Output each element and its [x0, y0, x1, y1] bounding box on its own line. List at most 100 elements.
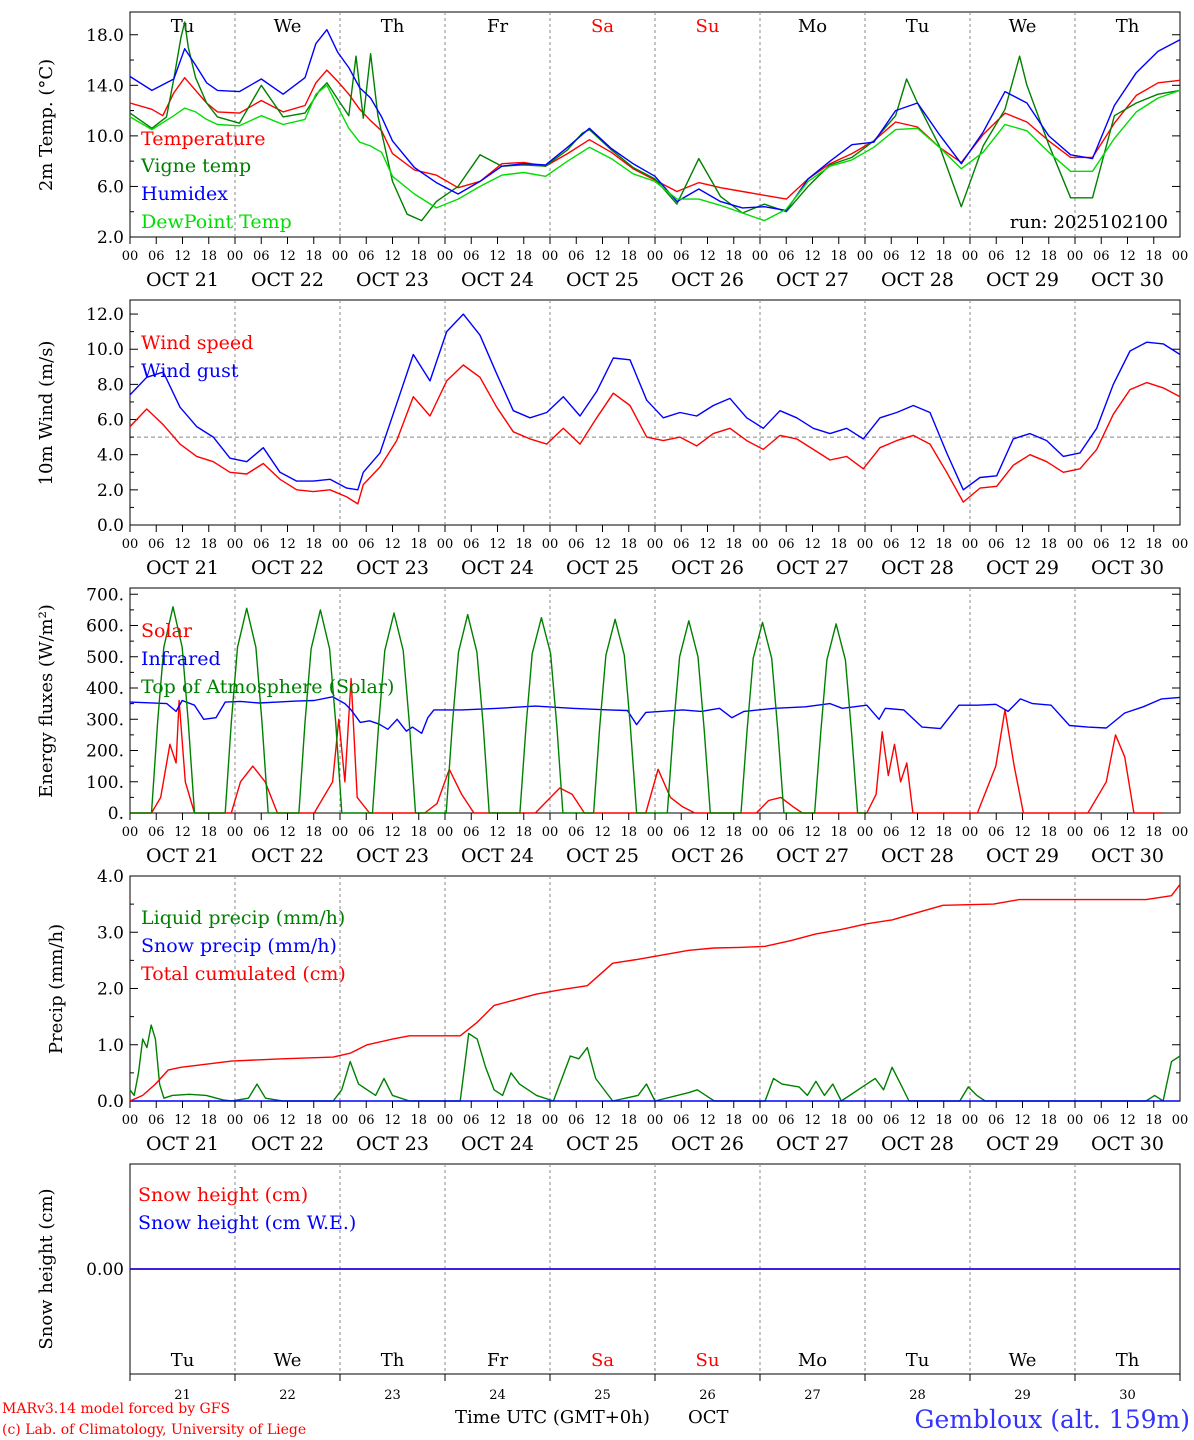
hour-tick-label: 06 — [148, 537, 165, 552]
hour-tick-label: 12 — [384, 537, 401, 552]
hour-tick-label: 00 — [962, 1113, 979, 1128]
legend-snow-height: Snow height (cm) — [138, 1184, 308, 1206]
precip-y-axis-label: Precip (mm/h) — [46, 924, 67, 1054]
hour-tick-label: 18 — [830, 537, 847, 552]
hour-tick-label: 12 — [594, 1113, 611, 1128]
y-tick-label: 12.0 — [86, 305, 124, 325]
hour-tick-label: 06 — [253, 1113, 270, 1128]
hour-tick-label: 18 — [620, 537, 637, 552]
hour-tick-label: 00 — [437, 249, 454, 264]
energy-series — [129, 606, 1181, 814]
temperature-y-ticks: 18.0 14.0 10.0 6.0 2.0 — [86, 26, 1180, 248]
series-line-wind-gust — [129, 313, 1181, 491]
date-label: OCT 22 — [251, 269, 324, 291]
hour-tick-label: 18 — [725, 249, 742, 264]
hour-tick-label: 12 — [384, 1113, 401, 1128]
hour-tick-label: 00 — [647, 249, 664, 264]
hour-tick-label: 12 — [699, 249, 716, 264]
y-tick-label: 100. — [86, 773, 124, 793]
temperature-day-names: Tu We Th Fr Sa Su Mo Tu We Th — [171, 16, 1140, 37]
hour-tick-label: 18 — [200, 825, 217, 840]
bottom-day-numbers: 21 22 23 24 25 26 27 28 29 30 — [129, 1374, 1181, 1403]
hour-tick-label: 12 — [804, 537, 821, 552]
hour-tick-label: 00 — [1067, 1113, 1084, 1128]
y-tick-label: 10.0 — [86, 127, 124, 147]
hour-tick-label: 06 — [148, 825, 165, 840]
hour-tick-label: 12 — [909, 1113, 926, 1128]
hour-tick-label: 00 — [857, 825, 874, 840]
snow-y-ticks: 0.00 — [86, 1260, 1180, 1280]
legend-solar: Solar — [141, 620, 193, 642]
hour-tick-label: 18 — [935, 249, 952, 264]
day-name-label: Fr — [487, 16, 508, 37]
hour-tick-label: 06 — [988, 825, 1005, 840]
series-line-temperature — [129, 69, 1181, 200]
hour-tick-label: 12 — [279, 1113, 296, 1128]
hour-tick-label: 06 — [463, 1113, 480, 1128]
date-label: OCT 29 — [986, 845, 1059, 867]
y-tick-label: 10.0 — [86, 340, 124, 360]
date-label: OCT 22 — [251, 845, 324, 867]
hour-tick-label: 18 — [620, 249, 637, 264]
hour-tick-label: 12 — [699, 825, 716, 840]
hour-tick-label: 12 — [804, 1113, 821, 1128]
day-name-label: Su — [696, 16, 720, 37]
hour-tick-label: 06 — [1093, 537, 1110, 552]
hour-tick-label: 00 — [647, 1113, 664, 1128]
hour-tick-label: 00 — [542, 1113, 559, 1128]
hour-tick-label: 00 — [1067, 825, 1084, 840]
temperature-y-axis-label: 2m Temp. (°C) — [36, 59, 57, 191]
date-label: OCT 27 — [776, 845, 849, 867]
day-name-label: We — [1009, 1350, 1037, 1371]
hour-tick-label: 00 — [227, 825, 244, 840]
day-name-label: Tu — [171, 16, 195, 37]
day-name-label: We — [274, 16, 302, 37]
day-number-label: 22 — [279, 1388, 296, 1403]
temperature-legend: Temperature Vigne temp Humidex DewPoint … — [140, 128, 292, 233]
hour-tick-label: 06 — [673, 1113, 690, 1128]
date-label: OCT 28 — [881, 557, 954, 579]
hour-tick-label: 06 — [358, 1113, 375, 1128]
y-tick-label: 2.0 — [97, 228, 124, 248]
day-name-label: Mo — [798, 1350, 827, 1371]
date-label: OCT 28 — [881, 1133, 954, 1155]
hour-tick-label: 12 — [384, 825, 401, 840]
y-tick-label: 0.0 — [97, 516, 124, 536]
x-axis-title: Time UTC (GMT+0h) — [455, 1407, 650, 1428]
date-label: OCT 26 — [671, 269, 744, 291]
hour-tick-label: 12 — [384, 249, 401, 264]
hour-tick-label: 18 — [725, 1113, 742, 1128]
hour-tick-label: 00 — [752, 537, 769, 552]
hour-tick-label: 00 — [962, 537, 979, 552]
snow-panel: Tu We Th Fr Sa Su Mo Tu We Th 0.00 Snow height (c… — [36, 1163, 1181, 1403]
day-name-label: Tu — [906, 16, 930, 37]
hour-tick-label: 18 — [515, 1113, 532, 1128]
run-label: run: 2025102100 — [1010, 212, 1168, 233]
hour-tick-label: 12 — [594, 249, 611, 264]
footer-copyright-line: (c) Lab. of Climatology, University of L… — [2, 1422, 306, 1438]
hour-tick-label: 12 — [1014, 537, 1031, 552]
hour-tick-label: 12 — [174, 249, 191, 264]
day-name-label: Th — [1116, 1350, 1140, 1371]
date-label: OCT 28 — [881, 269, 954, 291]
day-name-label: Tu — [171, 1350, 195, 1371]
temperature-plot-frame — [129, 11, 1181, 238]
hour-tick-label: 12 — [279, 825, 296, 840]
date-label: OCT 21 — [146, 845, 219, 867]
hour-tick-label: 06 — [673, 825, 690, 840]
hour-tick-label: 18 — [1040, 249, 1057, 264]
series-line-total-cumulated-cm — [129, 883, 1181, 1102]
hour-tick-label: 00 — [227, 537, 244, 552]
hour-tick-label: 18 — [305, 537, 322, 552]
date-label: OCT 27 — [776, 269, 849, 291]
series-line-top-of-atmosphere-solar — [130, 606, 867, 814]
hour-tick-label: 06 — [253, 249, 270, 264]
date-label: OCT 29 — [986, 557, 1059, 579]
hour-tick-label: 00 — [332, 249, 349, 264]
energy-y-axis-label: Energy fluxes (W/m²) — [36, 604, 57, 798]
date-label: OCT 24 — [461, 845, 534, 867]
hour-tick-label: 00 — [752, 1113, 769, 1128]
hour-tick-label: 06 — [673, 537, 690, 552]
hour-tick-label: 06 — [1093, 249, 1110, 264]
